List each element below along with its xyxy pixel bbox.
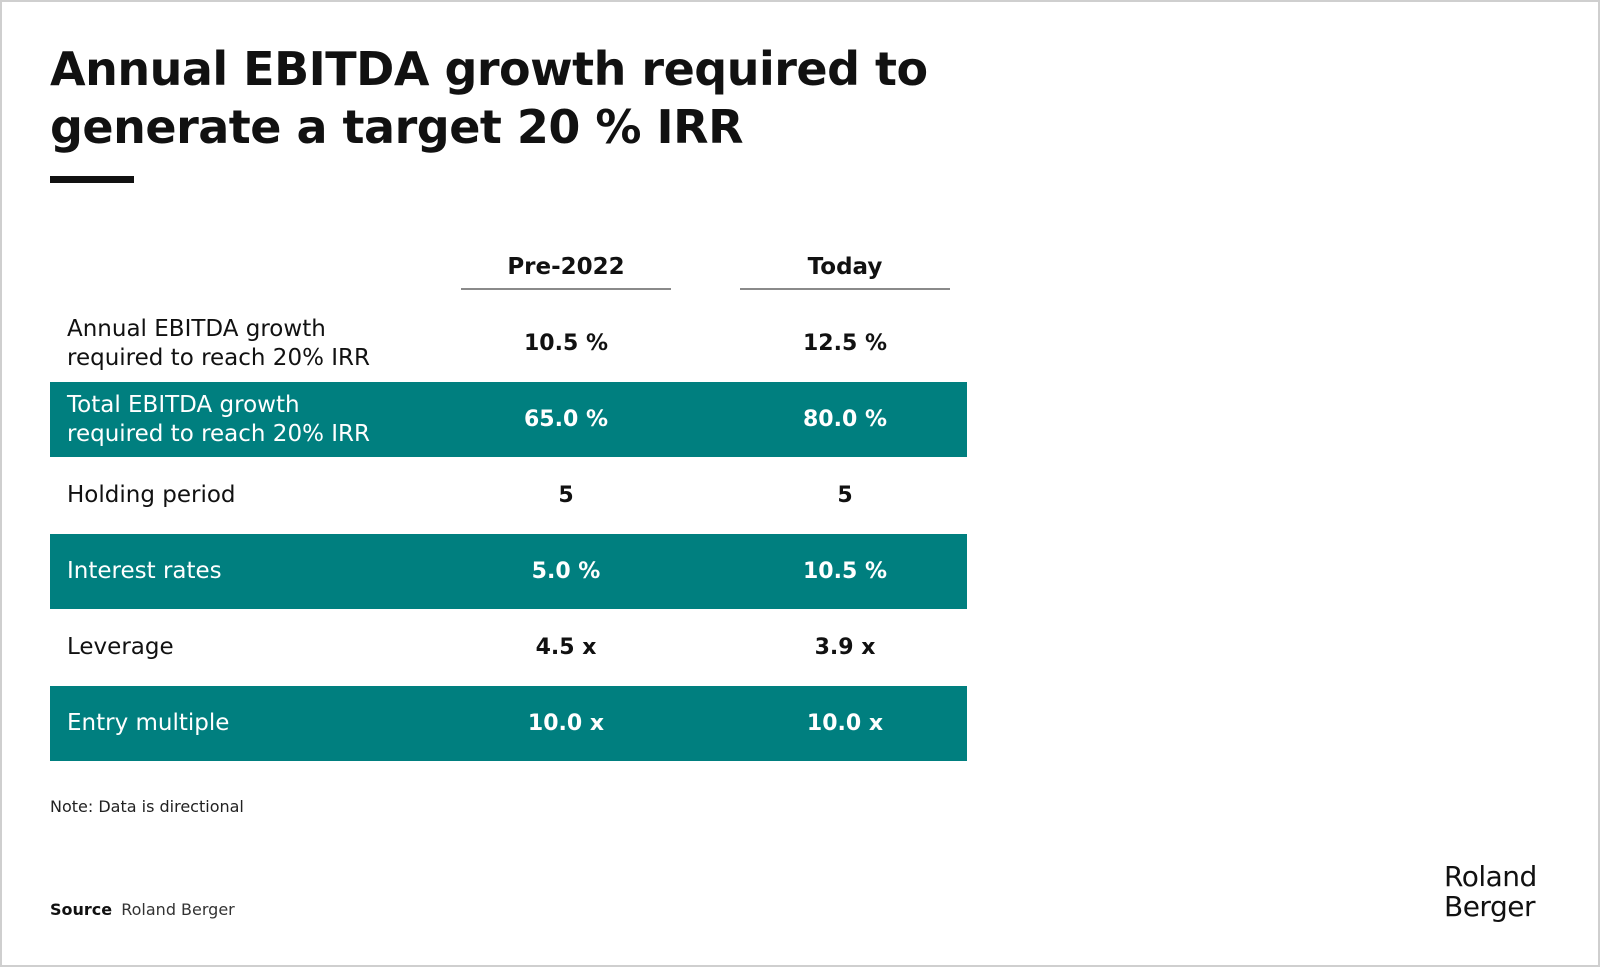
table-row: Annual EBITDA growth required to reach 2… xyxy=(50,305,967,382)
footnote: Note: Data is directional xyxy=(50,797,244,816)
page-title: Annual EBITDA growth required to generat… xyxy=(50,42,928,154)
title-underline xyxy=(50,176,134,183)
logo-line-1: Roland xyxy=(1444,860,1537,893)
row-label: Holding period xyxy=(67,482,236,508)
comparison-table: Annual EBITDA growth required to reach 2… xyxy=(50,305,967,761)
cell-pre-2022: 10.0 x xyxy=(527,711,605,736)
table-row: Holding period 5 5 xyxy=(50,457,967,534)
cell-today: 12.5 % xyxy=(803,331,887,356)
logo-line-2: Berger xyxy=(1444,890,1535,923)
row-label: Annual EBITDA growth required to reach 2… xyxy=(67,315,370,371)
cell-pre-2022: 65.0 % xyxy=(524,407,608,432)
cell-pre-2022: 10.5 % xyxy=(524,331,608,356)
row-label: Leverage xyxy=(67,634,174,660)
row-label: Interest rates xyxy=(67,558,222,584)
source-text: Roland Berger xyxy=(121,900,235,919)
cell-today: 10.5 % xyxy=(803,559,887,584)
row-label: Entry multiple xyxy=(67,710,230,736)
table-row: Total EBITDA growth required to reach 20… xyxy=(50,382,967,457)
cell-pre-2022: 4.5 x xyxy=(535,635,597,660)
cell-today: 80.0 % xyxy=(803,407,887,432)
cell-today: 3.9 x xyxy=(814,635,876,660)
cell-today: 10.0 x xyxy=(806,711,884,736)
column-header-today: Today xyxy=(740,250,950,290)
cell-pre-2022: 5 xyxy=(558,483,574,508)
table-row: Entry multiple 10.0 x 10.0 x xyxy=(50,686,967,761)
roland-berger-logo: Roland Berger xyxy=(1444,862,1537,922)
source-line: Source Roland Berger xyxy=(50,900,235,919)
source-label: Source xyxy=(50,900,113,919)
table-row: Interest rates 5.0 % 10.5 % xyxy=(50,534,967,609)
row-label: Total EBITDA growth required to reach 20… xyxy=(67,391,370,447)
cell-today: 5 xyxy=(837,483,853,508)
table-row: Leverage 4.5 x 3.9 x xyxy=(50,609,967,686)
column-header-pre-2022: Pre-2022 xyxy=(461,250,671,290)
cell-pre-2022: 5.0 % xyxy=(531,559,601,584)
